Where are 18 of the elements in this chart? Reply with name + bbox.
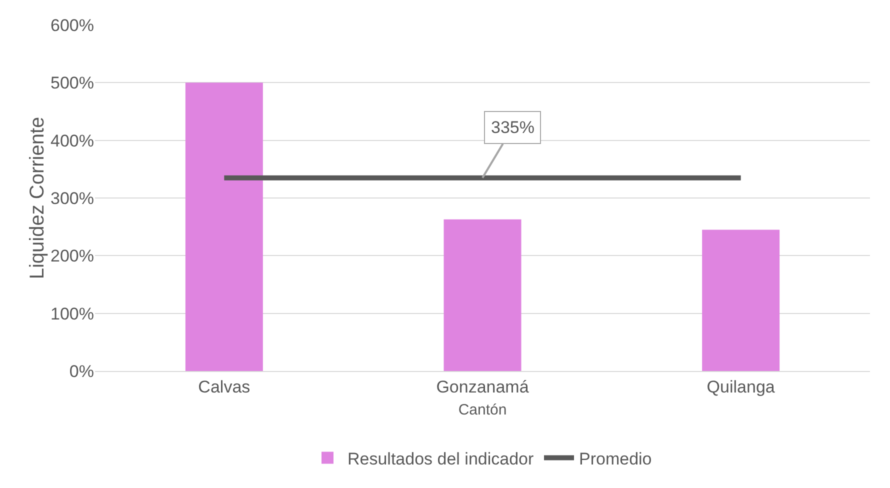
- y-tick-label: 400%: [50, 131, 94, 150]
- bar: [702, 230, 780, 371]
- bar: [185, 82, 263, 371]
- bar: [444, 219, 522, 371]
- y-tick-label: 200%: [50, 246, 94, 266]
- y-tick-label: 600%: [50, 16, 94, 35]
- annotation: 335%: [491, 118, 534, 137]
- legend-label: Resultados del indicador: [348, 449, 534, 468]
- x-axis-title: Cantón: [458, 401, 507, 418]
- y-tick-label: 100%: [50, 304, 94, 324]
- y-tick-label: 500%: [50, 74, 94, 93]
- y-tick-label: 0%: [69, 362, 94, 381]
- y-tick-label: 300%: [50, 188, 94, 208]
- x-tick-label: Calvas: [198, 377, 250, 396]
- x-tick-label: Quilanga: [706, 377, 776, 396]
- legend-label: Promedio: [579, 449, 652, 468]
- y-axis-title: Liquidez Corriente: [26, 116, 49, 280]
- x-tick-label: Gonzanamá: [436, 377, 530, 396]
